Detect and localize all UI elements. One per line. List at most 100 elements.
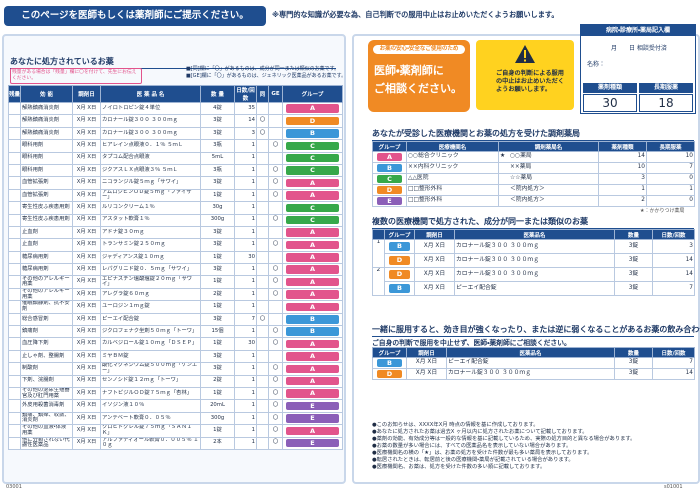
group-badge: A [286, 228, 339, 237]
cell: ピーエイ配合錠 [454, 281, 615, 296]
table-row: 解熱鎮痛消炎剤 X月 X日 カロナール錠３００ ３００ｍｇ 3錠 14 〇 D [8, 114, 343, 128]
cell: 3錠 [614, 368, 653, 380]
cell: 糖尿病用剤 [20, 263, 73, 277]
cell: 30g [200, 201, 235, 215]
cell: カロナール錠３００ ３００ｍｇ [100, 114, 201, 128]
cell: 15個 [200, 325, 235, 339]
cell: X月 X日 [72, 300, 101, 314]
group-cell: B [282, 325, 343, 339]
warning-icon [515, 45, 535, 63]
table-head: 残量効 能調剤日医 薬 品 名数 量日数/回数同 GE グループ [8, 85, 343, 103]
group-badge: C [286, 141, 339, 151]
cell: 眼科用剤 [20, 139, 73, 153]
kpi-label: 薬剤種類 [583, 83, 637, 93]
table-row: 制酸剤 X月 X日 酸化マグネシウム錠５００ｍｇ「ケンエー」 3錠 1 〇 A [8, 362, 343, 376]
legend-line: ■[GE]欄に「〇」があるものは、ジェネリック医薬品があるお薬です。 [186, 73, 347, 79]
callout-message: ご相談ください。 [374, 82, 462, 95]
table-head: グループ 調剤日 医薬品名 数量 日数/回数 [372, 229, 695, 240]
group-cell: B [372, 357, 407, 369]
group-cell: A [282, 176, 343, 190]
cell: 1 [234, 386, 257, 401]
cell: X月 X日 [72, 263, 101, 277]
group-badge: B [286, 315, 339, 324]
cell: 4錠 [200, 101, 235, 116]
group-cell: D [372, 184, 407, 196]
group-badge: A [286, 240, 339, 250]
table-row: 糖尿病用剤 X月 X日 レパグリニド錠０．５ｍｇ「サワイ」 3錠 1 〇 A [8, 263, 343, 277]
cell: X月 X日 [72, 386, 101, 401]
cell: X月 X日 [72, 201, 101, 215]
cell: ピーエイ配合錠 [100, 312, 201, 327]
table-row: その他のアレルギー用薬 X月 X日 アレグラ錠６０ｍｇ 2錠 1 〇 A [8, 287, 343, 302]
cell: 3錠 [200, 362, 235, 376]
column-header: GE [268, 85, 283, 103]
table-row: 他に分類されない代謝性医薬品 X月 X日 アルファディオール軟膏０．００５％ １０ｇ… [8, 436, 343, 450]
cell: 1 [234, 188, 257, 203]
group-cell: A [282, 362, 343, 376]
cell [256, 275, 269, 289]
cell: 1錠 [200, 250, 235, 265]
cell: 3 [652, 239, 695, 254]
prescription-table-wrap: 残量効 能調剤日医 薬 品 名数 量日数/回数同 GE グループ解熱鎮痛消炎剤 X月 … [8, 85, 343, 450]
column-header: 薬剤種類 [598, 141, 647, 152]
cell: 14 [652, 368, 695, 380]
pharmacy: ＜院内処方＞ [510, 197, 545, 204]
set-number: 2 [372, 267, 385, 296]
group-badge: B [286, 327, 339, 336]
kpi-label: 長期服薬 [639, 83, 693, 93]
column-header: 調剤日 [414, 229, 455, 240]
column-header: 同 [256, 85, 269, 103]
cell: 3錠 [200, 312, 235, 327]
cell [256, 424, 269, 438]
cell: 3錠 [200, 225, 235, 240]
cell: X月 X日 [72, 337, 101, 351]
interaction-table: グループ 調剤日 医薬品名 数量 日数/回数 B X月 X日 ピーエイ配合錠 3錠 7 D X月 X日… [372, 347, 695, 380]
institution-table-wrap: グループ 医療機関名 調剤薬局名 薬剤種類 長期服薬 A ○○総合クリニック ★ ○○薬局 14 1… [372, 141, 695, 207]
column-header: 医療機関名 [406, 141, 499, 152]
table-row: 2 D X月 X日 カロナール錠３００ ３００ｍｇ 3錠 14 [372, 267, 695, 296]
table-row: E □□整形外科 ＜院内処方＞ 2 0 [372, 195, 695, 207]
warning-bar [524, 50, 526, 58]
cell: エピナスチン塩酸塩錠２０ｍｇ「サワイ」 [100, 275, 201, 289]
cell: 2本 [200, 436, 235, 450]
group-badge: E [286, 401, 339, 411]
group-cell: E [282, 399, 343, 413]
group-badge: A [286, 389, 339, 398]
cell: X月 X日 [72, 374, 101, 389]
cell: 寄生性皮ふ疾患用剤 [20, 213, 73, 227]
cell: 3錠 [200, 114, 235, 128]
group-cell: B [282, 312, 343, 327]
table-row: 止しゃ剤、整腸剤 X月 X日 ミヤＢＭ錠 3錠 1 A [8, 349, 343, 364]
cell: X月 X日 [72, 176, 101, 190]
cell: 3 [234, 126, 257, 141]
cell: 1 [234, 263, 257, 277]
remaining-cell [8, 275, 21, 289]
pharmacy: ○○薬局 [510, 153, 532, 160]
record-title: 病院・診療所・薬局記入欄 [581, 25, 695, 36]
remaining-cell [8, 213, 21, 227]
group-badge: A [286, 352, 339, 361]
column-header: 医薬品名 [454, 229, 615, 240]
table-row: 眼科用剤 X月 X日 タプコム配合点眼液 5mL 1 C [8, 151, 343, 165]
cell [268, 312, 283, 327]
cell [256, 213, 269, 227]
cell: ニコランジル錠５ｍｇ「サワイ」 [100, 176, 201, 190]
remaining-cell [8, 163, 21, 178]
column-header [372, 229, 385, 240]
group-badge: E [286, 414, 339, 423]
cell: X月 X日 [72, 188, 101, 203]
remaining-cell [8, 424, 21, 438]
cell: 寄生性皮ふ疾患用剤 [20, 201, 73, 215]
cell: 3錠 [614, 357, 653, 369]
group-cell: A [282, 188, 343, 203]
note: ●医療機関名、お薬は、処方を受けた件数の多い順に記載しております。 [372, 464, 546, 470]
cell [256, 263, 269, 277]
group-badge: B [388, 242, 411, 251]
cell: 〇 [268, 287, 283, 302]
remaining-cell [8, 101, 21, 116]
cell: 〇 [268, 337, 283, 351]
table-body: A ○○総合クリニック ★ ○○薬局 14 10 B ××内科クリニック ××薬局 10 7 C △△医… [372, 151, 695, 207]
cell: 1 [646, 184, 695, 196]
cell: 他に分類されない代謝性医薬品 [20, 436, 73, 450]
remaining-cell [8, 263, 21, 277]
